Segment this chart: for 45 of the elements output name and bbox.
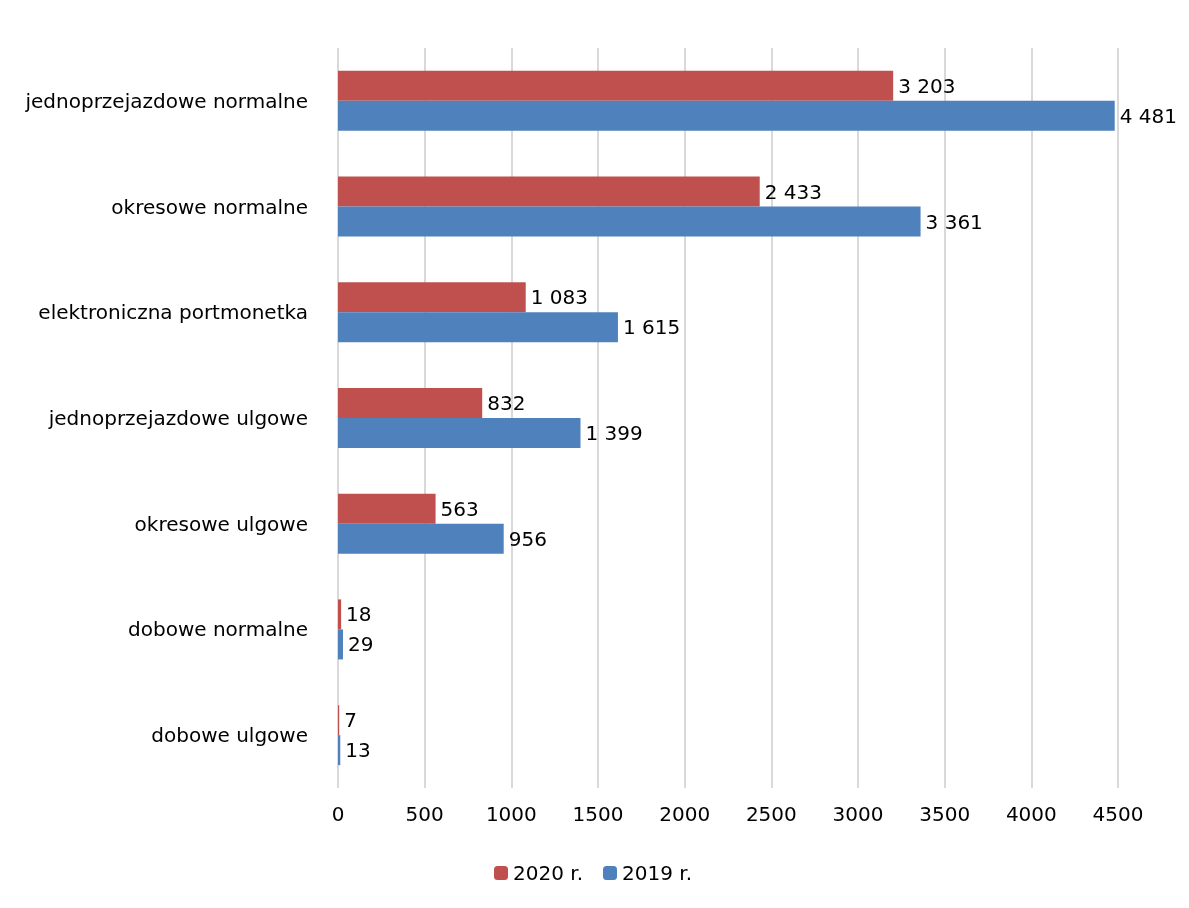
bar: [338, 523, 504, 554]
x-tick-label: 2500: [745, 802, 797, 826]
data-label: 18: [346, 602, 372, 627]
data-label: 3 361: [925, 209, 983, 234]
bar: [338, 418, 581, 448]
bar: [338, 599, 342, 630]
y-tick-label: dobowe normalne: [128, 617, 308, 642]
data-label: 4 481: [1119, 103, 1177, 128]
data-label: 2 433: [764, 179, 822, 204]
y-tick-label: okresowe ulgowe: [134, 511, 308, 536]
bar: [338, 70, 894, 101]
bar: [338, 100, 1115, 131]
x-tick-label: 4000: [1005, 802, 1057, 826]
x-tick-label: 3000: [832, 802, 884, 826]
bar: [338, 206, 921, 237]
y-tick-label: elektroniczna portmonetka: [38, 300, 308, 325]
data-label: 29: [348, 632, 374, 657]
y-tick-label: jednoprzejazdowe ulgowe: [47, 406, 308, 430]
data-label: 1 399: [585, 421, 643, 445]
data-label: 7: [344, 708, 357, 733]
data-label: 956: [508, 526, 547, 551]
data-label: 13: [345, 738, 371, 763]
bar: [338, 176, 760, 207]
y-tick-label: okresowe normalne: [111, 194, 308, 219]
x-tick-label: 1000: [485, 802, 537, 826]
x-tick-label: 0: [331, 802, 345, 826]
bar: [338, 493, 436, 524]
x-tick-label: 2000: [659, 802, 711, 826]
x-tick-label: 1500: [572, 802, 624, 826]
data-label: 832: [487, 391, 526, 415]
y-tick-label: jednoprzejazdowe normalne: [24, 88, 308, 113]
data-label: 3 203: [898, 73, 956, 98]
data-label: 1 083: [530, 285, 588, 310]
data-label: 1 615: [622, 315, 681, 340]
x-tick-label: 4500: [1092, 802, 1144, 826]
legend-label: 2019 r.: [622, 861, 692, 885]
legend-label: 2020 r.: [513, 861, 583, 885]
bar: [338, 388, 483, 418]
bar: [338, 312, 618, 343]
data-label: 563: [440, 496, 479, 521]
x-tick-label: 500: [405, 802, 444, 826]
y-tick-label: dobowe ulgowe: [151, 723, 308, 748]
bar: [338, 282, 526, 313]
x-tick-label: 3500: [919, 802, 971, 826]
bar: [338, 629, 344, 660]
